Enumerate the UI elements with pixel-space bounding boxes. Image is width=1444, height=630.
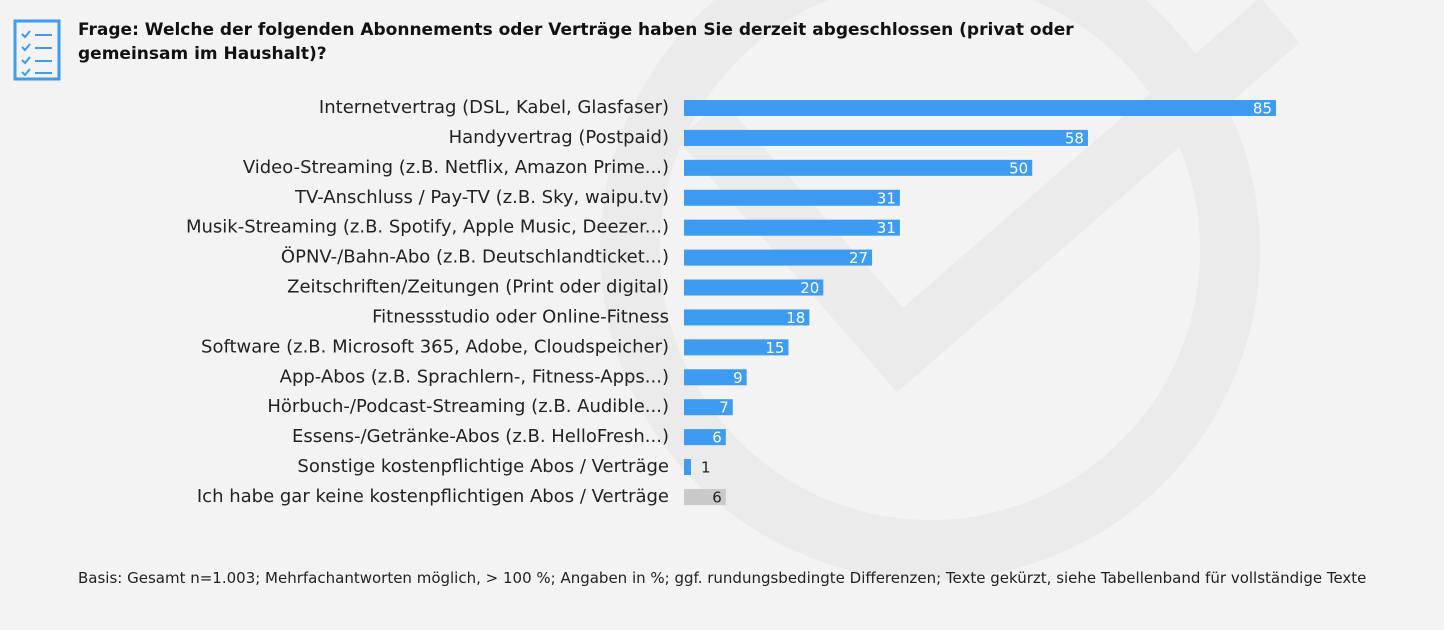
category-label: Video-Streaming (z.B. Netflix, Amazon Pr… [243,157,669,178]
category-label: Zeitschriften/Zeitungen (Print oder digi… [287,277,669,298]
bar [684,459,691,476]
bar [684,159,1033,176]
category-label: Essens-/Getränke-Abos (z.B. HelloFresh..… [292,426,669,447]
question-icon [13,19,61,81]
category-label: Ich habe gar keine kostenpflichtigen Abo… [197,486,669,507]
category-label: Internetvertrag (DSL, Kabel, Glasfaser) [319,97,669,118]
value-label: 58 [1065,129,1084,147]
category-label: ÖPNV-/Bahn-Abo (z.B. Deutschlandticket..… [281,246,669,268]
value-label: 85 [1253,100,1272,118]
category-label: App-Abos (z.B. Sprachlern-, Fitness-Apps… [280,366,669,387]
bar [684,369,747,386]
watermark [600,0,1300,580]
category-label: Handyvertrag (Postpaid) [449,127,669,148]
value-label: 15 [765,339,784,357]
value-label: 31 [877,189,896,207]
bar [684,429,726,446]
bar [684,339,789,356]
bar [684,100,1276,116]
category-label: Musik-Streaming (z.B. Spotify, Apple Mus… [186,217,669,238]
footnote: Basis: Gesamt n=1.003; Mehrfachantworten… [78,569,1367,587]
bar [684,129,1088,146]
bar [684,189,900,206]
value-label: 50 [1009,159,1028,177]
value-label: 9 [733,369,743,387]
bar [684,279,824,296]
value-label: 31 [877,219,896,237]
value-label: 1 [701,459,711,477]
bar [684,309,810,326]
value-label: 18 [786,309,805,327]
bar [684,249,873,266]
value-label: 20 [800,279,819,297]
value-label: 7 [719,399,729,417]
category-label: Hörbuch-/Podcast-Streaming (z.B. Audible… [267,396,669,417]
value-label: 6 [712,429,722,447]
category-label: Sonstige kostenpflichtige Abos / Verträg… [297,456,669,477]
bar [684,399,733,416]
category-label: Software (z.B. Microsoft 365, Adobe, Clo… [201,336,669,357]
value-label: 27 [849,249,868,267]
category-label: Fitnessstudio oder Online-Fitness [372,306,669,327]
category-label: TV-Anschluss / Pay-TV (z.B. Sky, waipu.t… [294,187,669,208]
bar [684,488,726,505]
chart-title: Frage: Welche der folgenden Abonnements … [78,20,1074,64]
value-label: 6 [712,488,722,506]
bar [684,219,900,236]
